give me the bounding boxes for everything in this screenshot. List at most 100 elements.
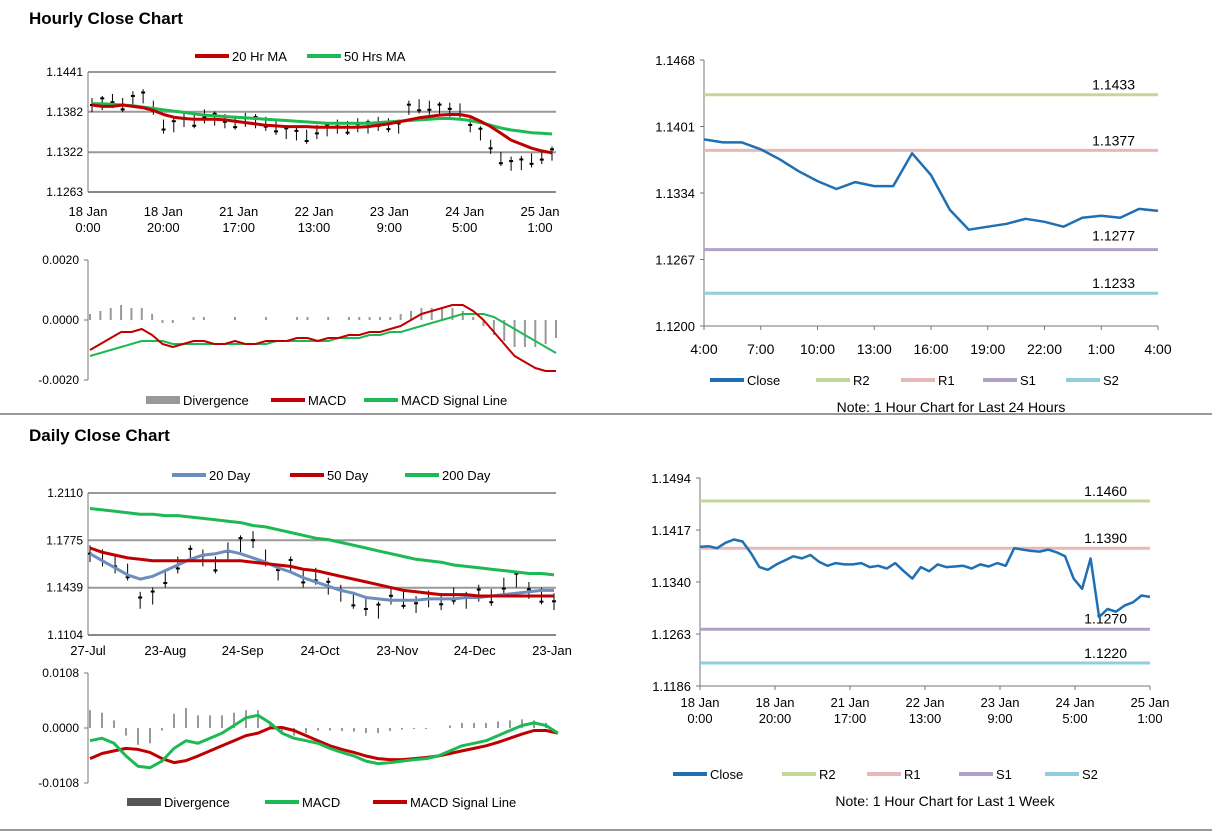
- weekly-xtick-date: 22 Jan: [905, 695, 944, 710]
- hourly-price-ytick: 1.1263: [46, 185, 83, 199]
- daily-price-xtick: 24-Sep: [222, 643, 264, 658]
- hourly-macd-line: [89, 304, 556, 372]
- daily-20day-line: [89, 549, 554, 602]
- weekly-xtick-date: 21 Jan: [830, 695, 869, 710]
- daily-macd-legend-divergence-label: Divergence: [164, 795, 230, 810]
- last24h-legend-r2-label: R2: [853, 373, 870, 388]
- weekly-xtick-time: 17:00: [834, 711, 867, 726]
- hourly-price-xtick-time: 1:00: [527, 220, 552, 235]
- last24h-legend-r1-label: R1: [938, 373, 955, 388]
- daily-macd-legend-signal-label: MACD Signal Line: [410, 795, 516, 810]
- daily-price-xtick: 23-Nov: [376, 643, 418, 658]
- daily-price-xtick: 27-Jul: [70, 643, 106, 658]
- hourly-ma50-line: [92, 102, 553, 136]
- weekly-xtick-date: 18 Jan: [755, 695, 794, 710]
- weekly-level-label-r1: 1.1390: [1084, 530, 1127, 546]
- hourly-price-xtick-date: 22 Jan: [294, 204, 333, 219]
- hourly-section-title: Hourly Close Chart: [29, 9, 183, 28]
- hourly-price-xtick-date: 24 Jan: [445, 204, 484, 219]
- hourly-price-xtick-time: 20:00: [147, 220, 180, 235]
- last24h-ytick: 1.1200: [655, 319, 695, 334]
- weekly-legend-s1-label: S1: [996, 767, 1012, 782]
- hourly-macd-ytick: 0.0000: [42, 313, 79, 327]
- last24h-xtick: 22:00: [1027, 341, 1062, 357]
- weekly-ytick: 1.1340: [651, 575, 691, 590]
- daily-legend-50day-label: 50 Day: [327, 468, 369, 483]
- last24h-ytick: 1.1401: [655, 120, 695, 135]
- last24h-xtick: 4:00: [690, 341, 717, 357]
- daily-macd-ytick: -0.0108: [38, 776, 79, 790]
- hourly-price-xtick-date: 21 Jan: [219, 204, 258, 219]
- weekly-close-line: [699, 538, 1151, 619]
- hourly-price-xtick-date: 18 Jan: [68, 204, 107, 219]
- last24h-xtick: 4:00: [1144, 341, 1171, 357]
- daily-macd-legend-macd-label: MACD: [302, 795, 340, 810]
- daily-price-xtick: 24-Oct: [300, 643, 339, 658]
- last24h-ytick: 1.1334: [655, 186, 695, 201]
- daily-macd-ytick: 0.0000: [42, 721, 79, 735]
- last24h-xtick: 13:00: [857, 341, 892, 357]
- last24h-level-label-r1: 1.1377: [1092, 132, 1135, 148]
- last24h-xtick: 10:00: [800, 341, 835, 357]
- hourly-price-xtick-time: 13:00: [298, 220, 331, 235]
- daily-price-ytick: 1.1775: [46, 533, 83, 547]
- hourly-macd-legend-divergence-swatch: [146, 396, 180, 404]
- last24h-xtick: 19:00: [970, 341, 1005, 357]
- hourly-macd-signal-line: [89, 313, 557, 357]
- section-divider: [0, 413, 1212, 415]
- last24h-close-line: [703, 138, 1159, 231]
- weekly-xtick-date: 23 Jan: [980, 695, 1019, 710]
- hourly-macd-legend-divergence-label: Divergence: [183, 393, 249, 408]
- hourly-price-ytick: 1.1382: [46, 105, 83, 119]
- last24h-level-label-r2: 1.1433: [1092, 77, 1135, 93]
- daily-200day-line: [89, 507, 555, 577]
- hourly-price-xtick-time: 9:00: [377, 220, 402, 235]
- hourly-price-xtick-time: 5:00: [452, 220, 477, 235]
- last24h-legend-s1-label: S1: [1020, 373, 1036, 388]
- weekly-note: Note: 1 Hour Chart for Last 1 Week: [835, 793, 1055, 809]
- weekly-level-label-r2: 1.1460: [1084, 483, 1127, 499]
- weekly-legend-close-label: Close: [710, 767, 743, 782]
- weekly-legend-r1-label: R1: [904, 767, 921, 782]
- weekly-xtick-time: 5:00: [1062, 711, 1087, 726]
- weekly-ytick: 1.1186: [652, 679, 691, 694]
- last24h-xtick: 1:00: [1088, 341, 1115, 357]
- daily-macd-legend-divergence-swatch: [127, 798, 161, 806]
- last24h-xtick: 16:00: [913, 341, 948, 357]
- hourly-legend-ma50-label: 50 Hrs MA: [344, 49, 406, 64]
- last24h-note: Note: 1 Hour Chart for Last 24 Hours: [837, 399, 1066, 415]
- hourly-price-xtick-date: 23 Jan: [370, 204, 409, 219]
- weekly-xtick-date: 25 Jan: [1130, 695, 1169, 710]
- hourly-price-xtick-date: 25 Jan: [520, 204, 559, 219]
- last24h-xtick: 7:00: [747, 341, 774, 357]
- weekly-xtick-date: 18 Jan: [680, 695, 719, 710]
- last24h-ytick: 1.1468: [655, 53, 695, 68]
- last24h-ytick: 1.1267: [655, 253, 695, 268]
- hourly-macd-legend-signal-label: MACD Signal Line: [401, 393, 507, 408]
- hourly-macd-legend-macd-label: MACD: [308, 393, 346, 408]
- daily-price-ytick: 1.2110: [47, 486, 83, 500]
- hourly-macd-ytick: 0.0020: [42, 253, 79, 267]
- daily-price-xtick: 23-Jan: [532, 643, 572, 658]
- hourly-price-xtick-date: 18 Jan: [144, 204, 183, 219]
- last24h-legend-s2-label: S2: [1103, 373, 1119, 388]
- daily-legend-200day-label: 200 Day: [442, 468, 491, 483]
- weekly-ytick: 1.1494: [651, 471, 691, 486]
- hourly-ma20-line: [91, 103, 553, 155]
- weekly-xtick-time: 1:00: [1137, 711, 1162, 726]
- hourly-price-ytick: 1.1441: [46, 65, 83, 79]
- daily-price-xtick: 24-Dec: [454, 643, 496, 658]
- last24h-level-label-s1: 1.1277: [1092, 228, 1135, 244]
- weekly-xtick-time: 0:00: [687, 711, 712, 726]
- hourly-macd-ytick: -0.0020: [38, 373, 79, 387]
- hourly-legend-ma20-label: 20 Hr MA: [232, 49, 287, 64]
- daily-price-ytick: 1.1104: [47, 628, 83, 642]
- weekly-level-label-s1: 1.1270: [1084, 610, 1127, 626]
- weekly-legend-r2-label: R2: [819, 767, 836, 782]
- daily-50day-line: [89, 546, 554, 598]
- hourly-price-xtick-time: 17:00: [222, 220, 255, 235]
- weekly-xtick-time: 13:00: [909, 711, 942, 726]
- weekly-xtick-time: 9:00: [987, 711, 1012, 726]
- weekly-xtick-time: 20:00: [759, 711, 792, 726]
